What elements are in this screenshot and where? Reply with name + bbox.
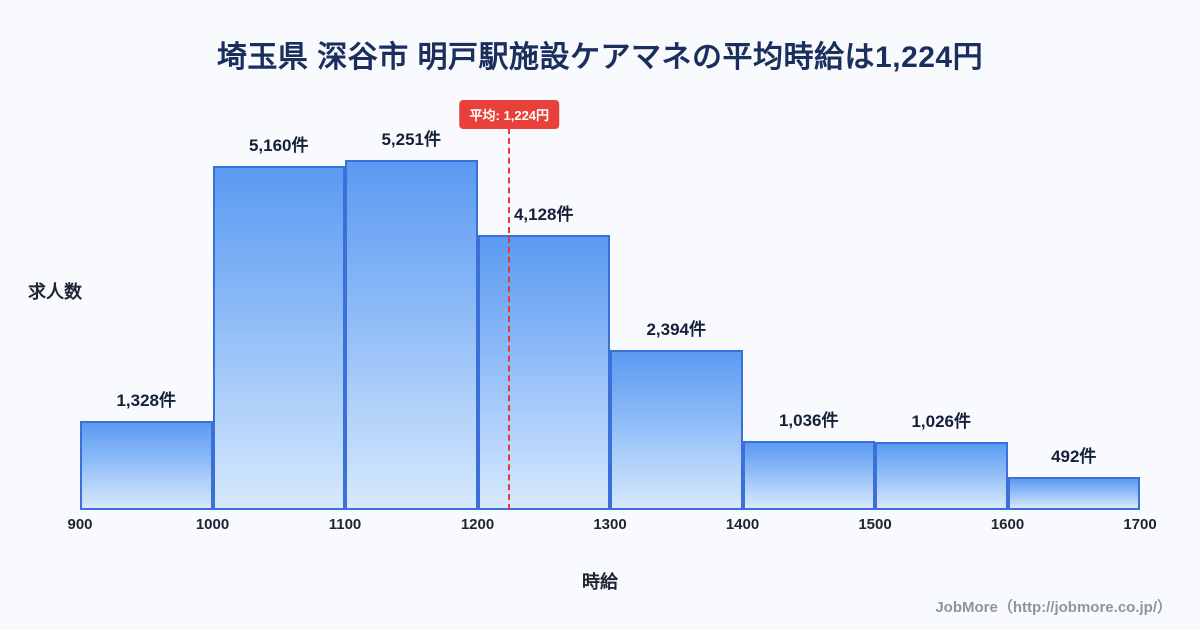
- x-tick-label: 1100: [328, 516, 362, 533]
- average-badge: 平均: 1,224円: [459, 100, 560, 129]
- histogram-bar: [477, 235, 610, 510]
- bar-value-label: 4,128件: [513, 205, 574, 224]
- x-tick-label: 900: [67, 516, 93, 533]
- y-axis-label: 求人数: [28, 282, 82, 302]
- bar-value-label: 1,026件: [911, 412, 972, 431]
- histogram-bar: [742, 441, 875, 510]
- histogram-bar: [345, 160, 478, 510]
- page-title: 埼玉県 深谷市 明戸駅施設ケアマネの平均時給は1,224円: [216, 41, 984, 74]
- histogram-plot: 1,328件 5,160件 5,251件 4,128件 2,394件 1,036件 1,02…: [67, 100, 1157, 533]
- x-tick-label: 1200: [460, 516, 495, 533]
- footer-credit: JobMore（http://jobmore.co.jp/）: [935, 599, 1172, 616]
- average-line: [508, 128, 511, 510]
- histogram-bar: [875, 442, 1008, 510]
- x-tick-label: 1500: [858, 516, 892, 533]
- histogram-bar: [610, 350, 743, 510]
- bar-value-label: 5,251件: [381, 130, 442, 149]
- bar-value-label: 5,160件: [248, 136, 309, 155]
- histogram-bar: [212, 166, 345, 510]
- x-tick-label: 1600: [990, 516, 1025, 533]
- x-tick-label: 1400: [725, 516, 760, 533]
- bar-value-label: 1,328件: [116, 391, 177, 410]
- bar-value-label: 1,036件: [778, 411, 839, 430]
- bar-value-label: 2,394件: [646, 320, 707, 339]
- x-tick-label: 1300: [593, 516, 627, 533]
- x-tick-label: 1000: [195, 516, 230, 533]
- bar-value-label: 492件: [1051, 447, 1097, 466]
- x-axis-label: 時給: [582, 572, 618, 592]
- histogram-bar: [80, 421, 213, 510]
- x-tick-label: 1700: [1123, 516, 1157, 533]
- histogram-bar: [1007, 477, 1140, 510]
